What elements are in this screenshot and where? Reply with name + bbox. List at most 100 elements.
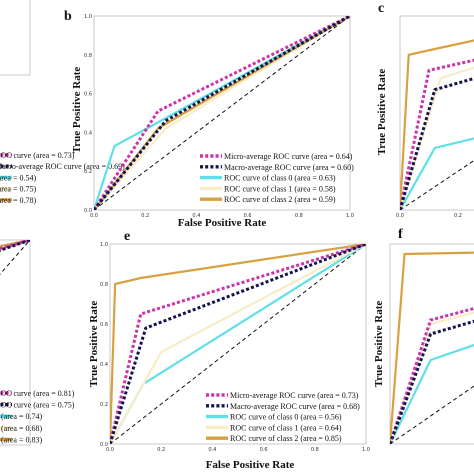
- legend-entry-a-class2: (area = 0.78): [0, 196, 36, 205]
- series-line-c-class1: [400, 66, 474, 210]
- y-tick-label-e: 0.0: [100, 442, 108, 448]
- legend-entry-d-micro: ROC curve (area = 0.81): [0, 389, 75, 398]
- y-tick-label-e: 0.2: [100, 402, 108, 408]
- legend-entry-b-macro: Macro-average ROC curve (area = 0.60): [224, 163, 354, 172]
- legend-entry-e-class0: ROC curve of class 0 (area = 0.56): [230, 413, 342, 422]
- x-axis-label-e: False Positive Rate: [206, 459, 295, 471]
- chance-line-f: [390, 385, 474, 444]
- plot-frame-e: [109, 243, 367, 445]
- panel-b: 0.0 0.2 0.4 0.6 0.8 1.0 0.0 0.2 0.4 0.6 0.8 1.0 b Fal…: [64, 9, 354, 229]
- legend-entry-a-macro: Macro-average ROC curve (area = 0.69): [0, 162, 125, 171]
- y-tick-label-b: 0.2: [84, 169, 92, 175]
- series-line-c-micro: [400, 58, 474, 210]
- series-line-e-class1: [110, 244, 366, 444]
- y-axis-label-e: True Positive Rate: [88, 301, 100, 388]
- series-line-f-class0: [390, 343, 474, 444]
- x-tick-label-c: 0.0: [396, 213, 404, 219]
- y-tick-label-b: 0.8: [84, 53, 92, 59]
- series-line-a-class1: [0, 0, 30, 75]
- legend-entry-e-macro: Macro-average ROC curve (area = 0.68): [230, 402, 360, 411]
- legend-entry-e-class2: ROC curve of class 2 (area = 0.85): [230, 434, 342, 443]
- series-line-a-micro: [0, 0, 30, 75]
- series-line-f-class2: [390, 251, 474, 444]
- x-tick-label-e: 1.0: [362, 447, 370, 453]
- legend-entry-a-micro: ROC curve (area = 0.73): [0, 151, 75, 160]
- panel-e: 0.0 0.2 0.4 0.6 0.8 1.0 0.0 0.2 0.4 0.6 0.8 1.0 e Fal…: [88, 229, 370, 471]
- y-tick-label-b: 1.0: [84, 14, 92, 20]
- plot-frame-d: [0, 239, 31, 446]
- panel-label-b: b: [64, 9, 72, 24]
- y-tick-label-e: 0.6: [100, 322, 108, 328]
- series-line-c-class2: [400, 39, 474, 210]
- x-tick-label-b: 1.0: [346, 213, 354, 219]
- series-line-b-macro: [94, 16, 350, 210]
- legend-d: ROC curve (area = 0.81) ROC curve (area =…: [0, 389, 75, 444]
- x-tick-label-e: 0.8: [311, 447, 319, 453]
- series-line-e-class2: [110, 244, 366, 444]
- y-tick-label-b: 0.4: [84, 130, 92, 136]
- x-tick-label-e: 0.0: [106, 447, 114, 453]
- y-tick-label-e: 0.4: [100, 362, 108, 368]
- legend-entry-a-class0: (area = 0.54): [0, 173, 36, 182]
- series-line-a-class2: [0, 0, 30, 75]
- x-tick-label-b: 0.0: [90, 213, 98, 219]
- x-axis-label-b: False Positive Rate: [178, 217, 267, 229]
- legend-entry-d-macro: ROC curve (area = 0.75): [0, 401, 75, 410]
- series-line-e-macro: [110, 244, 366, 444]
- series-line-e-micro: [110, 244, 366, 444]
- x-tick-label-b: 0.8: [295, 213, 303, 219]
- chance-line-c: [400, 159, 474, 210]
- series-line-d-macro: [0, 240, 30, 252]
- chance-line-a: [0, 0, 30, 75]
- legend-e: Micro-average ROC curve (area = 0.73) Mac…: [206, 391, 360, 443]
- legend-entry-a-class1: (area = 0.75): [0, 185, 36, 194]
- series-line-a-macro: [0, 0, 30, 75]
- plot-frame-f: [389, 243, 474, 445]
- y-tick-label-b: 0.0: [84, 208, 92, 214]
- y-axis-label-c: True Positive Rate: [376, 69, 388, 156]
- legend-entry-b-class2: ROC curve of class 2 (area = 0.59): [224, 195, 336, 204]
- legend-entry-d-class1: 1 (area = 0.68): [0, 424, 42, 433]
- y-axis-label-b: True Positive Rate: [71, 67, 83, 154]
- plot-frame-c: [399, 15, 474, 211]
- legend-entry-b-micro: Micro-average ROC curve (area = 0.64): [224, 152, 353, 161]
- legend-entry-e-micro: Micro-average ROC curve (area = 0.73): [230, 391, 359, 400]
- y-axis-label-f: True Positive Rate: [373, 301, 385, 388]
- panel-label-f: f: [398, 227, 403, 242]
- series-line-b-class0: [94, 16, 350, 210]
- legend-entry-b-class0: ROC curve of class 0 (area = 0.63): [224, 174, 336, 183]
- series-line-b-micro: [94, 16, 350, 210]
- x-tick-label-b: 0.4: [192, 213, 200, 219]
- series-line-c-class0: [400, 137, 474, 210]
- legend-entry-b-class1: ROC curve of class 1 (area = 0.58): [224, 184, 336, 193]
- y-tick-label-e: 0.8: [100, 282, 108, 288]
- series-line-a-class0: [0, 0, 30, 75]
- panel-f: f True Positive Rate: [373, 227, 474, 445]
- series-line-b-class1: [94, 16, 350, 210]
- x-tick-label-b: 0.6: [244, 213, 252, 219]
- chance-line-b: [94, 16, 350, 210]
- chance-line-e: [110, 244, 366, 444]
- x-tick-label-e: 0.4: [208, 447, 216, 453]
- panel-d: 0.8ROC curve (area = 0.81)ROC curve (are…: [0, 239, 75, 446]
- y-tick-label-b: 0.6: [84, 92, 92, 98]
- plot-frame-b: [93, 15, 351, 211]
- panel-a: 0.8 ROC curve (area = 0.73) Macro-average …: [0, 0, 125, 205]
- x-tick-label-b: 0.2: [141, 213, 149, 219]
- x-tick-label-c: 0.2: [454, 213, 462, 219]
- panel-label-e: e: [124, 229, 130, 244]
- x-tick-label-e: 0.6: [260, 447, 268, 453]
- legend-entry-d-class0: 0 (area = 0.74): [0, 412, 42, 421]
- panel-label-c: c: [378, 1, 384, 16]
- legend-entry-d-class2: 2 (area = 0.83): [0, 435, 42, 444]
- plot-frame-a: [0, 0, 31, 76]
- panel-c: 0.0 0.2 c True Positive Rate: [376, 1, 474, 219]
- series-line-f-micro: [390, 306, 474, 444]
- series-line-f-macro: [390, 319, 474, 444]
- series-line-f-class1: [390, 311, 474, 444]
- legend-a: ROC curve (area = 0.73) Macro-average ROC…: [0, 151, 125, 205]
- y-tick-label-e: 1.0: [100, 242, 108, 248]
- series-line-c-macro: [400, 76, 474, 210]
- legend-b: Micro-average ROC curve (area = 0.64) Mac…: [200, 152, 354, 204]
